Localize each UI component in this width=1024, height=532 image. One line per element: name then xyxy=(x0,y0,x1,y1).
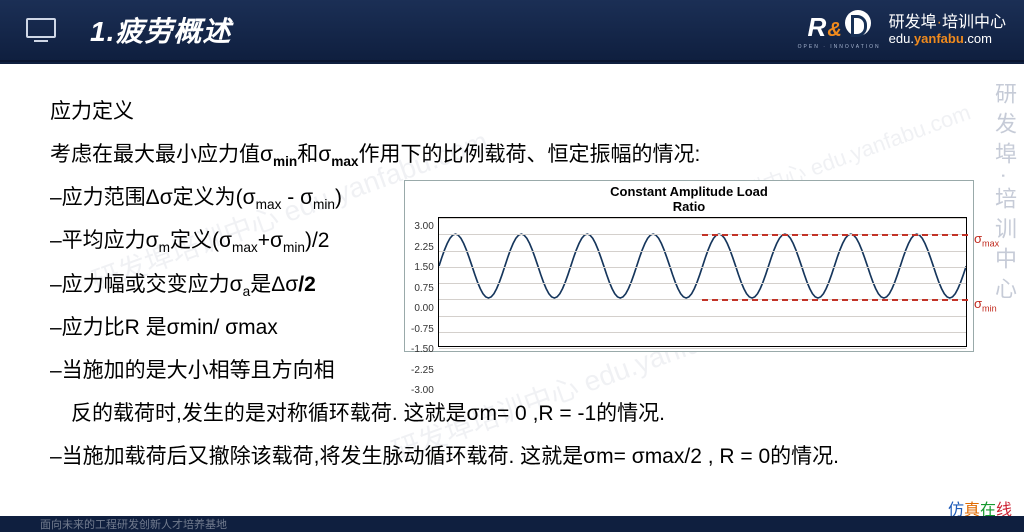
txt: –应力幅或交变应力σ xyxy=(50,273,243,296)
brand-text: 研发埠·培训中心 edu.yanfabu.com xyxy=(889,15,1006,45)
def-line-1: –应力范围Δσ定义为(σmax - σmin) xyxy=(50,176,390,219)
brand-logo: R& OPEN · INNOVATION xyxy=(798,10,881,50)
footer-text: 面向未来的工程研发创新人才培养基地 xyxy=(40,516,227,532)
txt: - σ xyxy=(281,186,313,209)
sigma-max-label: σmax xyxy=(974,226,999,253)
intro-line: 考虑在最大最小应力值σmin和σmax作用下的比例载荷、恒定振幅的情况: xyxy=(50,133,974,176)
txt: )/2 xyxy=(305,229,330,252)
def-line-4: –应力比R 是σmin/ σmax xyxy=(50,306,390,349)
txt: 考虑在最大最小应力值σ xyxy=(50,143,273,166)
brand-block: R& OPEN · INNOVATION 研发埠·培训中心 edu.yanfab… xyxy=(798,10,1006,50)
txt: –平均应力σ xyxy=(50,229,159,252)
chart-y-labels: 3.002.251.500.750.00-0.75-1.50-2.25-3.00 xyxy=(411,217,438,347)
brand-sub: OPEN · INNOVATION xyxy=(798,44,881,50)
txt: –应力范围Δσ定义为(σ xyxy=(50,186,256,209)
footer-bar: 面向未来的工程研发创新人才培养基地 xyxy=(0,516,1024,532)
content-area: 应力定义 考虑在最大最小应力值σmin和σmax作用下的比例载荷、恒定振幅的情况… xyxy=(0,62,1024,478)
sub: min xyxy=(313,197,335,212)
right-column: Constant Amplitude LoadRatio 3.002.251.5… xyxy=(404,176,974,392)
sub: min xyxy=(283,241,305,256)
def-line-5b: 反的载荷时,发生的是对称循环载荷. 这就是σm= 0 ,R = -1的情况. xyxy=(50,392,974,435)
sub-max: max xyxy=(331,154,358,169)
sigma-min-label: σmin xyxy=(974,291,997,318)
brand-url-suffix: .com xyxy=(964,31,992,46)
sub: m xyxy=(159,241,170,256)
def-line-2: –平均应力σm定义(σmax+σmin)/2 xyxy=(50,219,390,262)
def-line-5a: –当施加的是大小相等且方向相 xyxy=(50,349,390,392)
txt: /2 xyxy=(298,273,316,296)
page-title: 1.疲劳概述 xyxy=(90,10,231,50)
sub: max xyxy=(256,197,282,212)
txt: 作用下的比例载荷、恒定振幅的情况: xyxy=(359,143,701,166)
txt: 是Δσ xyxy=(250,273,298,296)
monitor-icon xyxy=(22,15,60,45)
def-line-6: –当施加载荷后又撤除该载荷,将发生脉动循环载荷. 这就是σm= σmax/2 ,… xyxy=(50,435,974,478)
sub: max xyxy=(232,241,258,256)
section-heading: 应力定义 xyxy=(50,90,974,133)
txt: ) xyxy=(335,186,342,209)
brand-cn-prefix: 研发埠 xyxy=(889,14,937,31)
brand-cn-suffix: 培训中心 xyxy=(942,14,1006,31)
txt: 定义(σ xyxy=(170,229,232,252)
chart-title: Constant Amplitude LoadRatio xyxy=(411,185,967,215)
left-column: –应力范围Δσ定义为(σmax - σmin) –平均应力σm定义(σmax+σ… xyxy=(50,176,390,392)
txt: 和σ xyxy=(297,143,331,166)
chart-plot-area xyxy=(438,217,967,347)
sub-min: min xyxy=(273,154,297,169)
chart-svg xyxy=(439,218,966,346)
header-bar: 1.疲劳概述 R& OPEN · INNOVATION 研发埠·培训中心 edu… xyxy=(0,0,1024,62)
brand-url-prefix: edu. xyxy=(889,31,914,46)
def-line-3: –应力幅或交变应力σa是Δσ/2 xyxy=(50,263,390,306)
chart-box: Constant Amplitude LoadRatio 3.002.251.5… xyxy=(404,180,974,352)
txt: +σ xyxy=(258,229,283,252)
brand-url-mid: yanfabu xyxy=(914,31,964,46)
